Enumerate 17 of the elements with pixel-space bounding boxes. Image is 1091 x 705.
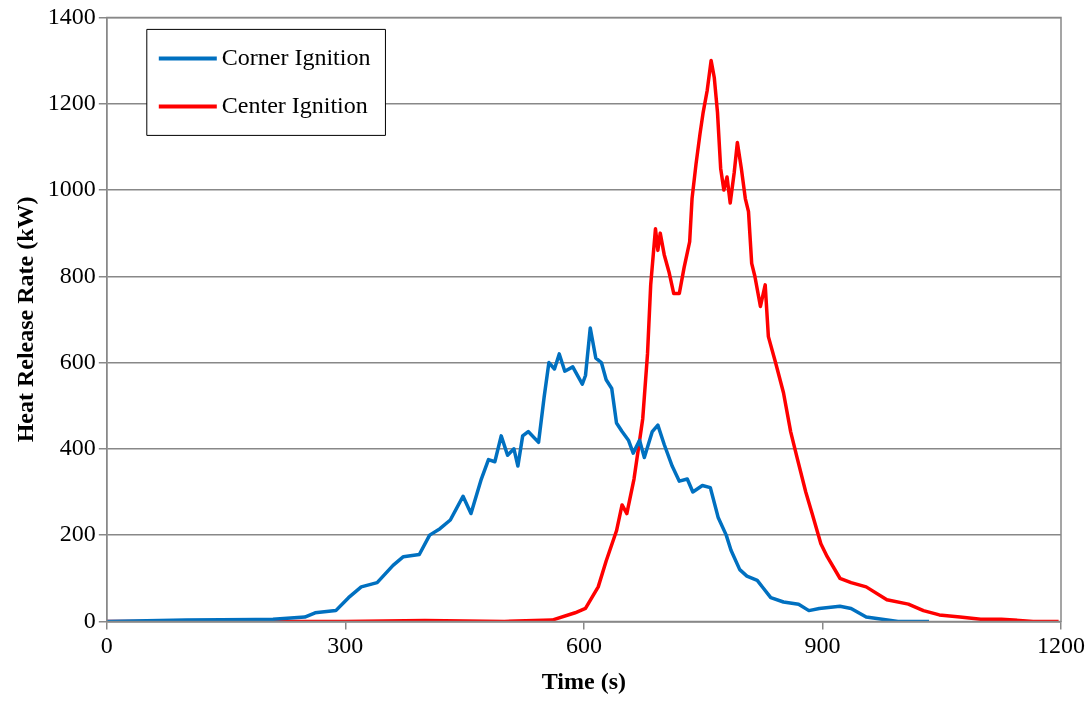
y-tick-label: 600 (59, 347, 96, 374)
x-tick-label: 900 (804, 632, 841, 659)
y-tick-label: 1000 (47, 175, 96, 202)
y-axis-title: Heat Release Rate (kW) (11, 196, 38, 443)
legend-label: Corner Ignition (221, 43, 371, 70)
y-tick-label: 1200 (47, 88, 96, 115)
legend-label: Center Ignition (221, 91, 368, 118)
y-tick-label: 200 (59, 520, 96, 547)
x-tick-label: 300 (327, 632, 364, 659)
x-axis-title: Time (s) (541, 667, 627, 694)
y-tick-label: 400 (59, 434, 96, 461)
y-tick-label: 800 (59, 261, 96, 288)
y-tick-label: 0 (83, 606, 96, 633)
y-tick-label: 1400 (47, 2, 96, 29)
x-tick-label: 1200 (1037, 632, 1085, 659)
x-tick-label: 600 (565, 632, 602, 659)
x-tick-label: 0 (100, 632, 113, 659)
